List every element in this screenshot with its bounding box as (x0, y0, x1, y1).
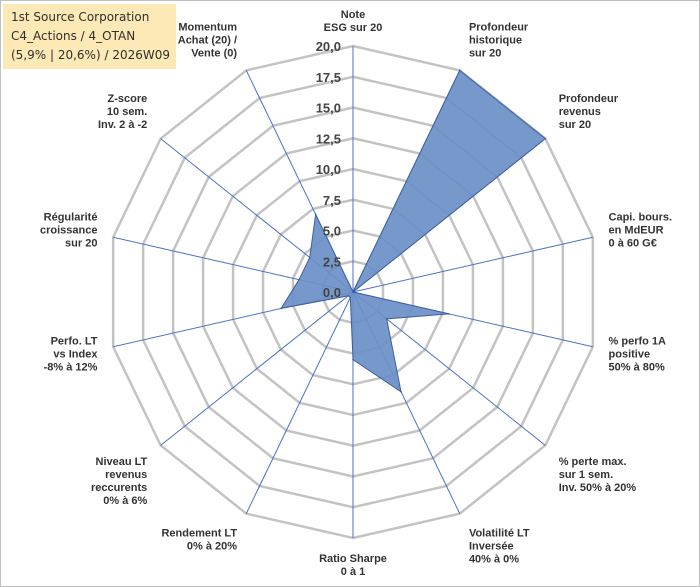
tick-label: 2,5 (323, 254, 341, 269)
radial-tick-labels: 0,0 2,5 5,0 7,5 10,0 12,5 15,0 17,5 20,0 (316, 39, 341, 300)
tick-label: 0,0 (323, 285, 341, 300)
series-point (280, 307, 282, 310)
series-point (448, 313, 450, 315)
axis-label: % perfo 1A positive 50% à 80% (609, 336, 667, 374)
axis-label: Note ESG sur 20 (324, 9, 383, 34)
axis-spoke (160, 291, 354, 446)
series-point (385, 318, 388, 320)
axis-label: Ratio Sharpe 0 à 1 (319, 553, 387, 578)
axis-labels: Note ESG sur 20 Profondeur historique sur 20… (40, 9, 672, 578)
tick-label: 10,0 (316, 162, 341, 177)
axis-label: Régularité croissance sur 20 (40, 211, 97, 249)
info-box: 1st Source Corporation C4_Actions / 4_OT… (3, 4, 176, 69)
series-point (544, 137, 547, 140)
radar-series (280, 69, 547, 393)
series-point (308, 256, 311, 259)
axis-spoke (352, 236, 593, 293)
axis-label: Profondeur historique sur 20 (469, 22, 529, 60)
series-point (400, 390, 402, 393)
tick-label: 12,5 (316, 131, 341, 146)
tick-label: 20,0 (316, 39, 341, 54)
axis-label: Momentum Achat (20) / Vente (0) (178, 22, 238, 60)
axis-label: % perte max. sur 1 sem. Inv. 50% à 20% (559, 456, 637, 494)
tick-label: 17,5 (316, 70, 341, 85)
axis-label: Volatilité LT Inversée 40% à 0% (469, 527, 530, 565)
series-point (458, 69, 461, 72)
axis-label: Niveau LT revenus reccurents 0% à 6% (91, 456, 148, 507)
tick-label: 5,0 (323, 224, 341, 239)
series-point (314, 213, 317, 216)
axis-label: Z-score 10 sem. Inv. 2 à -2 (98, 93, 147, 131)
series-point (352, 358, 354, 361)
axis-label: Profondeur revenus sur 20 (559, 93, 619, 131)
info-company: 1st Source Corporation (11, 10, 150, 24)
series-point (298, 278, 300, 281)
series-point (347, 295, 349, 297)
axis-label: Rendement LT 0% à 20% (161, 527, 237, 552)
tick-label: 15,0 (316, 101, 341, 116)
tick-label: 7,5 (323, 193, 341, 208)
series-point (352, 291, 354, 293)
axis-spoke (245, 291, 354, 514)
axis-label: Capi. bours. en MdEUR 0 à 60 G€ (609, 211, 673, 249)
info-stats: (5,9% | 20,6%) / 2026W09 (11, 48, 170, 62)
series-point (349, 296, 352, 299)
info-category: C4_Actions / 4_OTAN (11, 29, 136, 43)
axis-label: Perfo. LT vs Index -8% à 12% (44, 336, 99, 374)
